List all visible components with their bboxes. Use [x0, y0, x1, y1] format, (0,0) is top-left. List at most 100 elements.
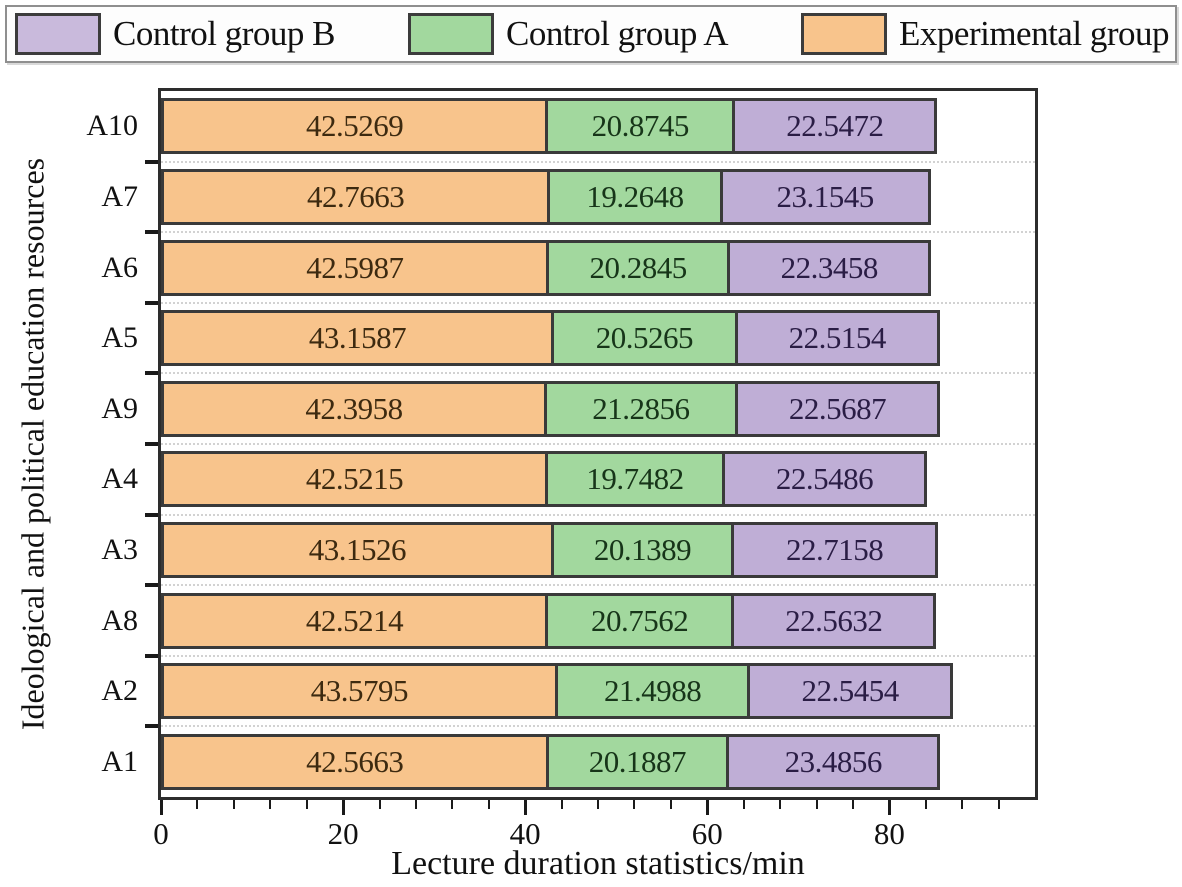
bar-segment: 22.5472	[732, 98, 938, 155]
x-axis-minor-tick	[487, 800, 490, 809]
horizontal-gridline	[161, 584, 1035, 587]
bar-value-label: 43.1526	[308, 531, 407, 567]
bar-segment: 42.5987	[161, 239, 549, 296]
bar-segment: 42.5214	[161, 592, 549, 649]
bar-segment: 21.4988	[554, 663, 751, 720]
x-axis-title: Lecture duration statistics/min	[391, 845, 805, 882]
bar-segment: 20.1887	[545, 733, 730, 790]
y-axis-tick	[145, 300, 158, 305]
bar-value-label: 42.5269	[305, 108, 404, 144]
x-axis-major-tick	[341, 800, 345, 815]
x-axis-major-tick	[523, 800, 527, 815]
bar-value-label: 23.4856	[784, 743, 883, 779]
bar-row-a5: 43.1587 20.5265 22.5154	[161, 310, 940, 367]
bar-segment: 22.5632	[731, 592, 937, 649]
bar-row-a10: 42.5269 20.8745 22.5472	[161, 98, 938, 155]
bar-segment: 22.7158	[731, 521, 938, 578]
x-tick-label-20: 20	[327, 816, 359, 851]
y-tick-label-a8: A8	[101, 603, 138, 637]
bar-value-label: 20.1887	[588, 743, 687, 779]
bar-segment: 22.5486	[721, 451, 928, 508]
y-axis-tick	[145, 371, 158, 376]
bar-segment: 22.5454	[747, 663, 953, 720]
bar-value-label: 22.3458	[780, 249, 879, 285]
legend-label: Control group A	[506, 14, 728, 53]
y-axis-tick	[145, 512, 158, 517]
bar-segment: 23.4856	[726, 733, 941, 790]
bar-segment: 21.2856	[543, 380, 738, 437]
y-tick-label-a7: A7	[101, 179, 138, 213]
x-axis-minor-tick	[378, 800, 381, 809]
bar-value-label: 20.2845	[589, 249, 688, 285]
horizontal-gridline	[161, 443, 1035, 445]
bar-value-label: 19.2648	[586, 178, 684, 214]
y-tick-label-a6: A6	[101, 250, 138, 284]
y-axis-tick	[145, 583, 158, 588]
bar-segment: 22.5687	[734, 380, 941, 437]
bar-segment: 42.5215	[161, 451, 549, 508]
x-axis-minor-tick	[669, 800, 672, 809]
x-axis-major-tick	[705, 800, 709, 815]
bar-segment: 19.7482	[545, 451, 725, 508]
bar-value-label: 42.5215	[305, 461, 404, 497]
bar-value-label: 42.7663	[307, 178, 405, 214]
y-axis-tick	[145, 653, 158, 658]
y-tick-label-a3: A3	[101, 532, 138, 566]
bar-row-a9: 42.3958 21.2856 22.5687	[161, 380, 941, 437]
bar-segment: 43.5795	[161, 663, 558, 720]
legend-swatch-control-group-a	[408, 13, 495, 55]
legend-label: Control group B	[113, 14, 335, 53]
bar-value-label: 22.5454	[801, 673, 899, 709]
bar-segment: 20.7562	[545, 592, 735, 649]
bar-value-label: 23.1545	[776, 178, 874, 214]
bar-value-label: 42.3958	[305, 390, 403, 426]
bar-row-a8: 42.5214 20.7562 22.5632	[161, 592, 937, 649]
bar-value-label: 22.7158	[785, 531, 884, 567]
bar-value-label: 19.7482	[586, 461, 684, 497]
x-tick-label-60: 60	[691, 816, 723, 851]
bar-segment: 22.3458	[727, 239, 931, 296]
horizontal-gridline	[161, 372, 1035, 375]
bar-segment: 20.1389	[550, 521, 735, 578]
y-tick-label-a4: A4	[101, 462, 138, 496]
bar-segment: 20.5265	[550, 310, 738, 367]
x-axis-minor-tick	[560, 800, 563, 809]
x-axis-major-tick	[887, 800, 891, 815]
legend: Control group B Control group A Experime…	[5, 5, 1177, 63]
legend-label: Experimental group	[899, 14, 1169, 53]
bar-row-a4: 42.5215 19.7482 22.5486	[161, 451, 928, 508]
x-axis-minor-tick	[232, 800, 235, 809]
x-axis-minor-tick	[851, 800, 854, 809]
bar-value-label: 22.5154	[788, 320, 887, 356]
bar-value-label: 21.2856	[592, 390, 690, 426]
y-axis-tick	[145, 230, 158, 235]
x-axis-major-tick	[159, 800, 163, 815]
legend-item-experimental-group: Experimental group	[801, 13, 1169, 55]
bar-value-label: 21.4988	[603, 673, 702, 709]
y-axis-category-labels: A10 A7 A6 A5 A9 A4 A3 A8 A2 A1	[58, 91, 148, 797]
bar-value-label: 43.1587	[308, 320, 407, 356]
bar-value-label: 20.8745	[591, 108, 690, 144]
bar-segment: 42.3958	[161, 380, 547, 437]
x-axis-minor-tick	[779, 800, 782, 809]
bar-segment: 20.2845	[545, 239, 731, 296]
y-axis-tick	[145, 159, 158, 164]
bar-segment: 43.1587	[161, 310, 554, 367]
bar-value-label: 22.5486	[775, 461, 874, 497]
horizontal-gridline	[161, 160, 1035, 163]
bar-segment: 20.8745	[545, 98, 736, 155]
x-axis-minor-tick	[633, 800, 636, 809]
bar-segment: 22.5154	[734, 310, 940, 367]
legend-swatch-experimental-group	[801, 13, 888, 55]
bar-value-label: 42.5987	[306, 249, 404, 285]
y-axis-tick	[145, 724, 158, 729]
x-axis-minor-tick	[451, 800, 454, 809]
x-axis-minor-tick	[305, 800, 308, 809]
y-tick-label-a10: A10	[86, 109, 138, 143]
bar-value-label: 43.5795	[310, 673, 409, 709]
bar-value-label: 22.5687	[788, 390, 887, 426]
bar-row-a6: 42.5987 20.2845 22.3458	[161, 239, 931, 296]
legend-item-control-group-a: Control group A	[408, 13, 728, 55]
horizontal-gridline	[161, 301, 1035, 304]
